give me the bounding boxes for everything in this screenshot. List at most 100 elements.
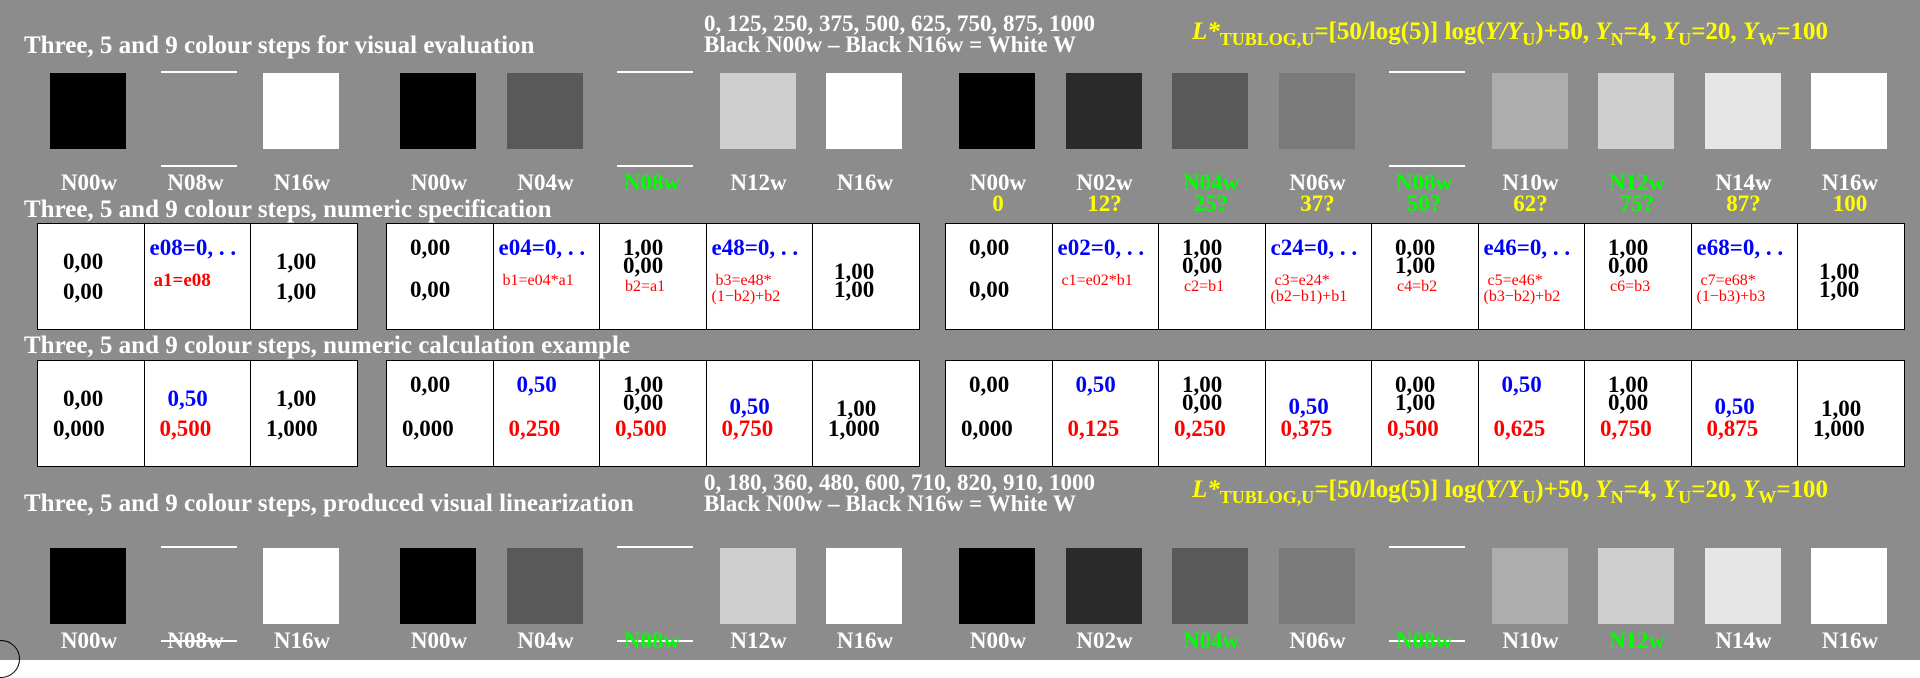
swatch-top-nine-8 (1811, 73, 1887, 149)
label-top-nine-2: N04w (1182, 170, 1240, 195)
calc-red-five-1: 0,250 (508, 416, 561, 441)
spec-k1-three-2: 1,00 (276, 249, 317, 274)
calc-blue-three-1: 0,50 (167, 386, 208, 411)
spec-red-five-1: b1=e04*a1 (502, 272, 574, 289)
calc-cell-five-1 (492, 360, 600, 467)
calc-red-five-2: 0,500 (615, 416, 667, 441)
swatch-top-nine-3 (1278, 73, 1355, 149)
label-top-three-0: N00w (60, 170, 118, 195)
top-code-description: Black N00w – Black N16w = White W (704, 32, 1076, 57)
swatch-bottom-nine-6 (1598, 548, 1674, 624)
nine-value-8: 100 (1832, 191, 1868, 216)
swatch-top-five-1 (506, 73, 583, 149)
spec-blue-nine-5: e46=0, . . (1483, 235, 1571, 260)
swatch-line-top-top-nine-4 (1389, 71, 1465, 73)
swatch-top-nine-0 (959, 73, 1035, 149)
label-bottom-nine-4: N08w (1395, 628, 1453, 653)
calc-blue-nine-7: 0,50 (1714, 394, 1755, 419)
spec-k1-five-0: 0,00 (410, 235, 451, 260)
label-top-nine-3: N06w (1289, 170, 1346, 195)
spec-red-five-2: b2=a1 (625, 278, 666, 295)
calc-k1-five-0: 0,00 (410, 372, 451, 397)
calc-red-five-3: 0,750 (721, 416, 774, 441)
label-top-five-4: N16w (836, 170, 894, 195)
spec-k2-nine-6: 0,00 (1608, 253, 1649, 278)
spec-cell-nine-8 (1797, 223, 1905, 330)
swatch-top-five-4 (826, 73, 902, 149)
swatch-line-bottom-top-three-1 (160, 165, 237, 167)
lightness-formula-top: L*TUBLOG,U=[50/log(5)] log(Y/YU)+50, YN=… (1192, 18, 1828, 49)
spec-k1-nine-2: 1,00 (1182, 235, 1223, 260)
label-top-five-2: N08w (623, 170, 681, 195)
swatch-line-bottom-bottom-nine-4 (1389, 640, 1465, 642)
nine-value-1: 12? (1087, 191, 1122, 216)
calc-cell-nine-3 (1264, 360, 1372, 467)
spec-red2-nine-3: (b2−b1)+b1 (1270, 288, 1348, 305)
calc-blue-five-1: 0,50 (516, 372, 557, 397)
calc-cell-three-0 (37, 360, 145, 467)
calc-k1-nine-0: 0,00 (969, 372, 1010, 397)
spec-k1-nine-8: 1,00 (1819, 259, 1860, 284)
spec-k2-five-0: 0,00 (410, 277, 451, 302)
calc-cell-five-3 (705, 360, 813, 467)
spec-blue-nine-7: e68=0, . . (1696, 235, 1784, 260)
calc-red-nine-2: 0,250 (1174, 416, 1226, 441)
spec-red-three-1: a1=e08 (153, 270, 211, 291)
calc-cell-nine-7 (1690, 360, 1798, 467)
spec-cell-nine-6 (1584, 223, 1692, 330)
label-bottom-five-2: N08w (623, 628, 681, 653)
swatch-line-top-top-five-2 (617, 71, 693, 73)
swatch-top-five-0 (400, 73, 476, 149)
calc-red-nine-6: 0,750 (1600, 416, 1652, 441)
spec-k1-five-2: 1,00 (623, 235, 664, 260)
swatch-bottom-nine-0 (959, 548, 1035, 624)
swatch-bottom-nine-8 (1811, 548, 1887, 624)
calc-k1b-nine-4: 1,00 (1395, 390, 1436, 415)
spec-red-nine-6: c6=b3 (1610, 278, 1651, 295)
spec-red2-five-3: (1−b2)+b2 (711, 288, 781, 305)
swatch-line-bottom-bottom-five-2 (617, 640, 693, 642)
label-top-nine-0: N00w (969, 170, 1027, 195)
swatch-line-top-bottom-three-1 (160, 546, 237, 548)
calc-k1-nine-4: 0,00 (1395, 372, 1436, 397)
calc-k1-five-4: 1,00 (836, 396, 877, 421)
swatch-line-bottom-top-five-2 (617, 165, 693, 167)
spec-red-nine-5: c5=e46* (1487, 272, 1543, 289)
calc-cell-nine-2 (1158, 360, 1266, 467)
calc-k2-three-2: 1,000 (266, 416, 318, 441)
spec-red2-nine-5: (b3−b2)+b2 (1483, 288, 1561, 305)
label-bottom-five-4: N16w (836, 628, 894, 653)
calc-k2-five-4: 1,000 (828, 416, 880, 441)
heading-produced-linearization: Three, 5 and 9 colour steps, produced vi… (24, 490, 634, 517)
nine-value-6: 75? (1619, 191, 1655, 216)
label-top-nine-1: N02w (1076, 170, 1133, 195)
lightness-formula-bottom: L*TUBLOG,U=[50/log(5)] log(Y/YU)+50, YN=… (1192, 476, 1828, 507)
spec-blue-five-3: e48=0, . . (711, 235, 799, 260)
label-top-three-1: N08w (167, 170, 224, 195)
label-top-nine-8: N16w (1821, 170, 1879, 195)
spec-cell-nine-0 (945, 223, 1053, 330)
calc-k1-nine-2: 1,00 (1182, 372, 1223, 397)
spec-blue-five-1: e04=0, . . (498, 235, 586, 260)
spec-cell-five-4 (812, 223, 920, 330)
swatch-top-nine-1 (1065, 73, 1142, 149)
spec-k2-nine-2: 0,00 (1182, 253, 1223, 278)
swatch-line-bottom-top-nine-4 (1389, 165, 1465, 167)
spec-k1-nine-0: 0,00 (969, 235, 1010, 260)
spec-k2-three-2: 1,00 (276, 279, 317, 304)
registration-circle (0, 640, 20, 678)
label-bottom-three-1: N08w (167, 628, 224, 653)
calc-red-nine-5: 0,625 (1493, 416, 1546, 441)
swatch-bottom-three-2 (263, 548, 339, 624)
calc-k2-nine-8: 1,000 (1813, 416, 1865, 441)
spec-red-nine-3: c3=e24* (1274, 272, 1330, 289)
spec-cell-nine-1 (1051, 223, 1159, 330)
spec-k2-nine-4: 1,00 (1395, 253, 1436, 278)
label-top-five-1: N04w (517, 170, 574, 195)
nine-value-4: 50? (1406, 191, 1442, 216)
swatch-top-three-0 (50, 73, 126, 149)
nine-value-5: 62? (1513, 191, 1548, 216)
label-top-nine-6: N12w (1608, 170, 1666, 195)
label-bottom-five-3: N12w (730, 628, 787, 653)
